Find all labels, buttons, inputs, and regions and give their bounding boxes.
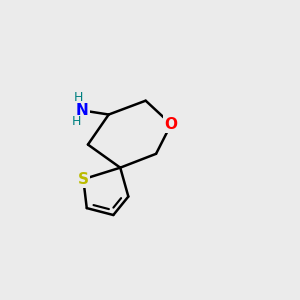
Text: H: H [72,115,81,128]
Text: S: S [78,172,89,187]
Text: N: N [76,103,88,118]
Text: H: H [74,91,83,104]
Text: O: O [165,117,178,132]
